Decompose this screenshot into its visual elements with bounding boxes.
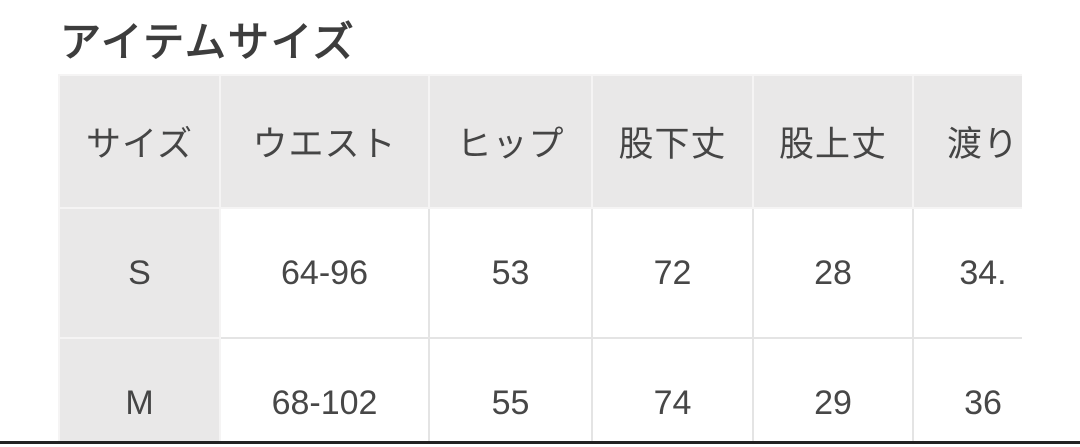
cell-s-thigh: 34. — [912, 207, 1022, 339]
cell-m-rise: 29 — [752, 337, 914, 447]
table-header-row: サイズ ウエスト ヒップ 股下丈 股上丈 渡り — [58, 74, 1022, 209]
page-title: アイテムサイズ — [60, 19, 356, 65]
column-header-rise: 股上丈 — [752, 74, 914, 209]
bottom-edge-mask — [0, 444, 1080, 447]
column-header-inseam: 股下丈 — [591, 74, 754, 209]
row-header-size-m: M — [58, 337, 221, 447]
column-header-hip: ヒップ — [428, 74, 593, 209]
row-header-size-s: S — [58, 207, 221, 339]
cell-s-rise: 28 — [752, 207, 914, 339]
cell-s-inseam: 72 — [591, 207, 754, 339]
cell-m-hip: 55 — [428, 337, 593, 447]
cell-s-waist: 64-96 — [219, 207, 430, 339]
cell-m-thigh: 36 — [912, 337, 1022, 447]
size-table: サイズ ウエスト ヒップ 股下丈 股上丈 渡り S 64-96 53 72 28… — [58, 74, 1022, 447]
column-header-waist: ウエスト — [219, 74, 430, 209]
table-row-s: S 64-96 53 72 28 34. — [58, 207, 1022, 339]
table-row-m: M 68-102 55 74 29 36 — [58, 337, 1022, 447]
column-header-size: サイズ — [58, 74, 221, 209]
cell-m-waist: 68-102 — [219, 337, 430, 447]
cell-m-inseam: 74 — [591, 337, 754, 447]
size-table-container: サイズ ウエスト ヒップ 股下丈 股上丈 渡り S 64-96 53 72 28… — [58, 74, 1022, 447]
cell-s-hip: 53 — [428, 207, 593, 339]
column-header-thigh: 渡り — [912, 74, 1022, 209]
bottom-divider — [0, 441, 1080, 444]
